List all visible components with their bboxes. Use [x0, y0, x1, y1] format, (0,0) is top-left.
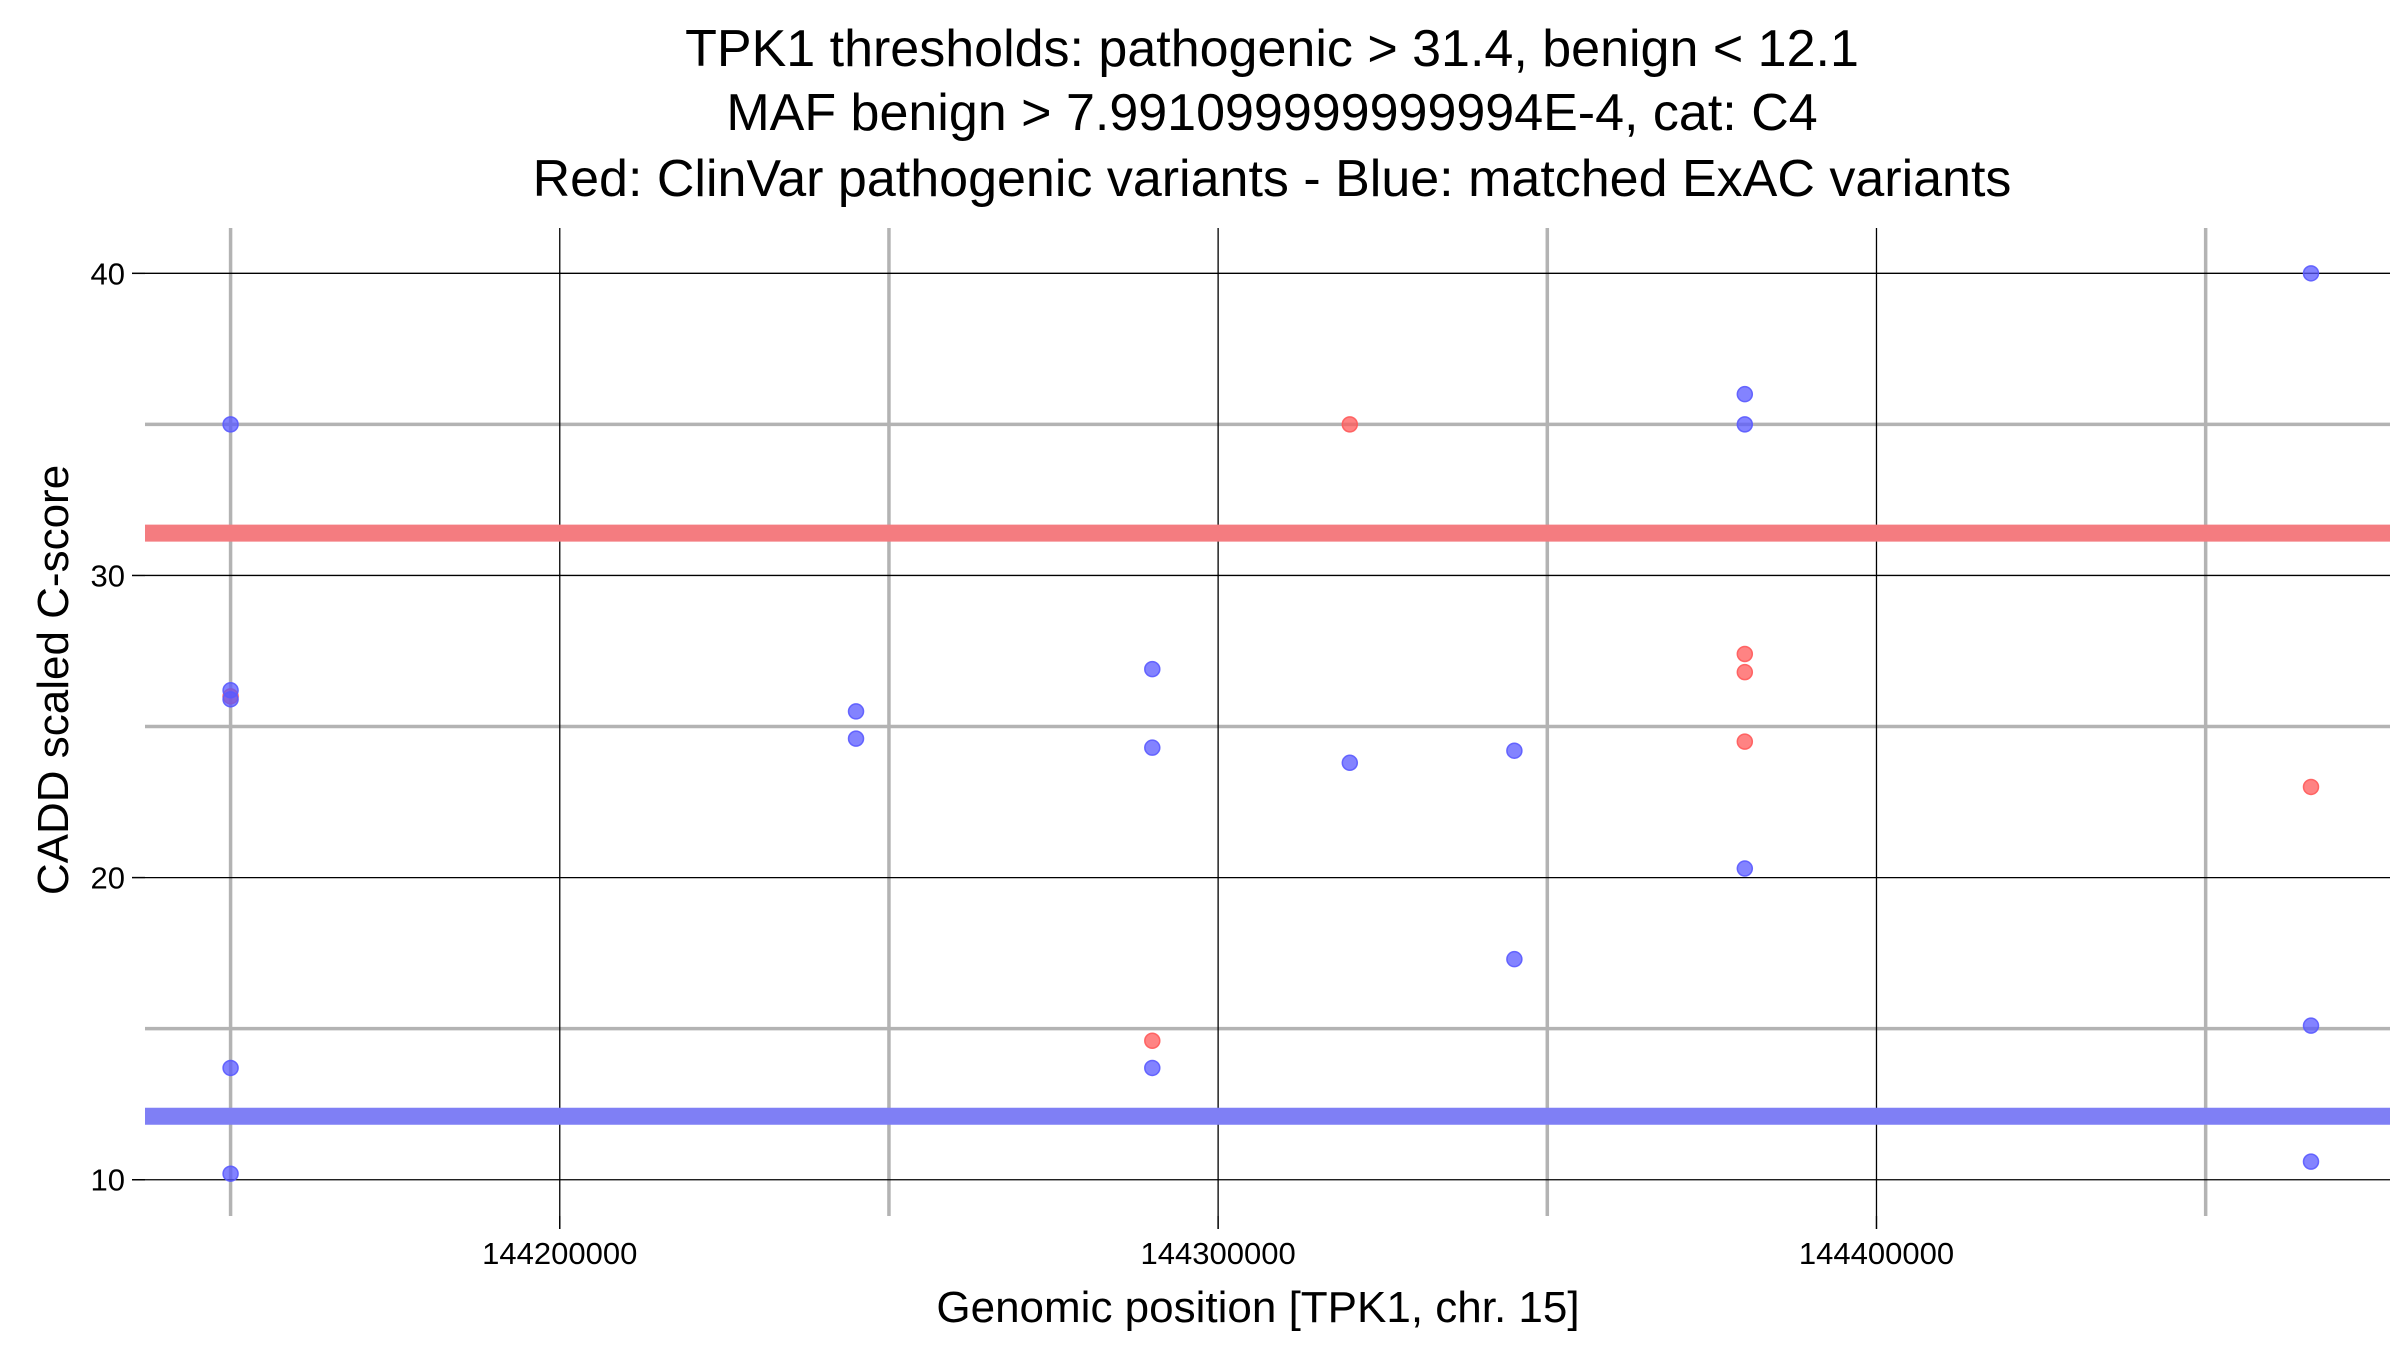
- point-s1-3: [222, 1059, 239, 1077]
- point-s1-7: [1144, 660, 1161, 678]
- point-s0-4: [1736, 663, 1754, 681]
- point-s1-18: [2302, 1153, 2320, 1170]
- y-tick-label-0: 10: [91, 1163, 125, 1198]
- point-s1-15: [1736, 860, 1754, 877]
- point-s1-17: [2302, 1017, 2320, 1034]
- point-s1-14: [1736, 416, 1754, 433]
- point-s1-16: [2302, 265, 2320, 282]
- minor-gridlines: [145, 228, 2390, 1216]
- data-points: [222, 265, 2320, 1182]
- y-axis-title: CADD scaled C-score: [29, 465, 78, 895]
- y-axis-ticks: 10 20 30 40: [91, 256, 145, 1198]
- title-line-1: TPK1 thresholds: pathogenic > 31.4, beni…: [685, 20, 1859, 78]
- point-s1-8: [1144, 739, 1161, 756]
- chart-title: TPK1 thresholds: pathogenic > 31.4, beni…: [533, 20, 2012, 208]
- y-tick-label-3: 40: [91, 256, 125, 291]
- point-s0-1: [1341, 416, 1359, 433]
- x-tick-label-2: 144400000: [1799, 1236, 1954, 1271]
- y-tick-label-2: 30: [91, 558, 125, 593]
- point-s0-6: [2302, 778, 2320, 796]
- point-s0-5: [1736, 733, 1754, 750]
- point-s1-13: [1736, 385, 1754, 403]
- point-s1-4: [222, 1165, 239, 1182]
- point-s0-2: [1144, 1032, 1161, 1050]
- point-s1-6: [847, 730, 865, 747]
- point-s0-3: [1736, 645, 1754, 663]
- title-line-3: Red: ClinVar pathogenic variants - Blue:…: [533, 150, 2012, 208]
- title-line-2: MAF benign > 7.991099999999994E-4, cat: …: [726, 84, 1817, 142]
- point-s1-0: [222, 416, 239, 433]
- point-s1-10: [1341, 754, 1359, 772]
- x-tick-label-0: 144200000: [482, 1236, 637, 1271]
- threshold-lines: [145, 524, 2390, 1125]
- point-s1-12: [1506, 950, 1523, 968]
- point-s1-11: [1506, 742, 1523, 759]
- x-axis-ticks: 144200000 144300000 144400000: [482, 1216, 1954, 1271]
- point-s1-9: [1144, 1059, 1161, 1077]
- y-tick-label-1: 20: [91, 861, 125, 896]
- major-gridlines: [145, 228, 2390, 1216]
- x-tick-label-1: 144300000: [1141, 1236, 1296, 1271]
- point-s1-5: [847, 703, 865, 720]
- x-axis-title: Genomic position [TPK1, chr. 15]: [936, 1283, 1579, 1332]
- point-s1-2: [222, 691, 239, 708]
